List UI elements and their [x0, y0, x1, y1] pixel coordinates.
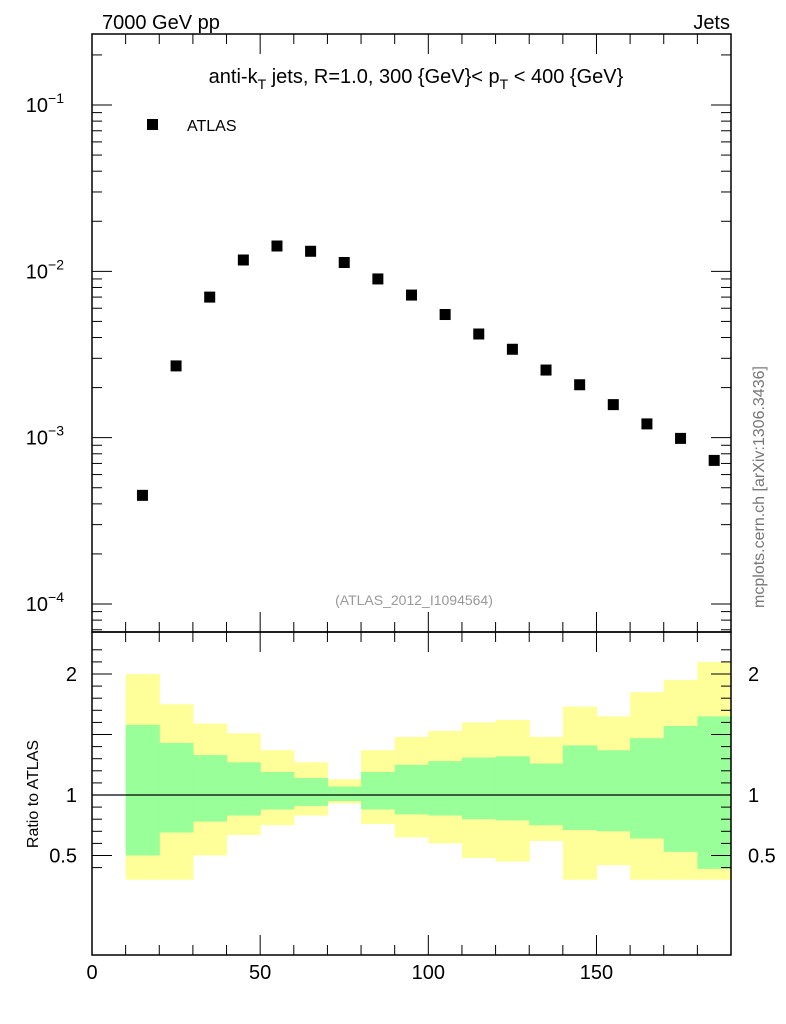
analysis-reference: (ATLAS_2012_I1094564)	[335, 592, 493, 608]
stat-uncertainty-band	[327, 786, 362, 802]
main-data-points	[136, 240, 720, 501]
data-point	[708, 454, 720, 466]
stat-uncertainty-band	[529, 763, 564, 826]
y-tick-label: 10−4	[26, 589, 64, 616]
data-point	[675, 432, 687, 444]
ratio-panel-frame	[91, 631, 732, 956]
data-point	[406, 289, 417, 301]
header-left: 7000 GeV pp	[102, 12, 220, 34]
stat-uncertainty-band	[697, 716, 732, 869]
stat-uncertainty-band	[663, 726, 698, 852]
stat-uncertainty-band	[260, 772, 295, 810]
data-point	[607, 399, 619, 411]
data-point	[136, 489, 148, 501]
stat-uncertainty-band	[293, 778, 329, 806]
data-point	[305, 245, 317, 257]
ratio-axis-ticks: 0 50 100 150 0.5 0.5 1 1 2 2	[49, 632, 776, 984]
y-tick-label: 10−1	[26, 90, 64, 117]
stat-uncertainty-band	[596, 750, 631, 832]
stat-uncertainty-band	[461, 757, 497, 820]
x-tick-label: 100	[412, 962, 445, 984]
data-point	[338, 257, 350, 269]
data-point	[540, 364, 552, 376]
stat-uncertainty-band	[495, 756, 530, 821]
data-point	[506, 343, 518, 355]
ratio-y-tick-label: 0.5	[748, 846, 776, 868]
legend-marker-atlas	[147, 119, 158, 130]
header-right: Jets	[693, 12, 730, 34]
y-tick-label: 10−2	[26, 256, 64, 283]
ratio-y-tick-label: 0.5	[49, 846, 77, 868]
ratio-bands	[125, 661, 732, 880]
x-tick-label: 150	[580, 962, 613, 984]
ratio-y-tick-label: 2	[66, 664, 77, 686]
stat-uncertainty-band	[361, 772, 396, 810]
ratio-y-tick-label: 1	[748, 785, 759, 807]
stat-uncertainty-band	[159, 742, 194, 833]
data-point	[372, 273, 384, 285]
stat-uncertainty-band	[394, 764, 429, 815]
chart-title: anti-kT jets, R=1.0, 300 {GeV}< pT < 400…	[209, 66, 624, 92]
data-point	[237, 254, 249, 266]
stat-uncertainty-band	[125, 724, 160, 856]
y-tick-label: 10−3	[26, 423, 64, 450]
stat-uncertainty-band	[562, 745, 598, 831]
data-point	[439, 309, 451, 321]
data-point	[271, 240, 283, 252]
x-tick-label: 0	[86, 962, 97, 984]
x-tick-label: 50	[249, 962, 271, 984]
ratio-y-tick-label: 1	[66, 785, 77, 807]
data-point	[204, 291, 216, 303]
stat-uncertainty-band	[428, 761, 463, 816]
stat-uncertainty-band	[630, 738, 665, 839]
ratio-y-tick-label: 2	[748, 664, 759, 686]
data-point	[473, 328, 485, 340]
ratio-ylabel: Ratio to ATLAS	[25, 740, 42, 848]
data-point	[641, 418, 653, 430]
legend-label-atlas: ATLAS	[187, 118, 237, 135]
stat-uncertainty-band	[226, 762, 261, 816]
data-point	[170, 360, 182, 372]
stat-uncertainty-band	[192, 755, 228, 822]
side-credit-label: mcplots.cern.ch [arXiv:1306.3436]	[751, 366, 768, 608]
main-axis-ticks: 10−1 10−2 10−3 10−4	[26, 34, 732, 632]
data-point	[574, 379, 586, 391]
